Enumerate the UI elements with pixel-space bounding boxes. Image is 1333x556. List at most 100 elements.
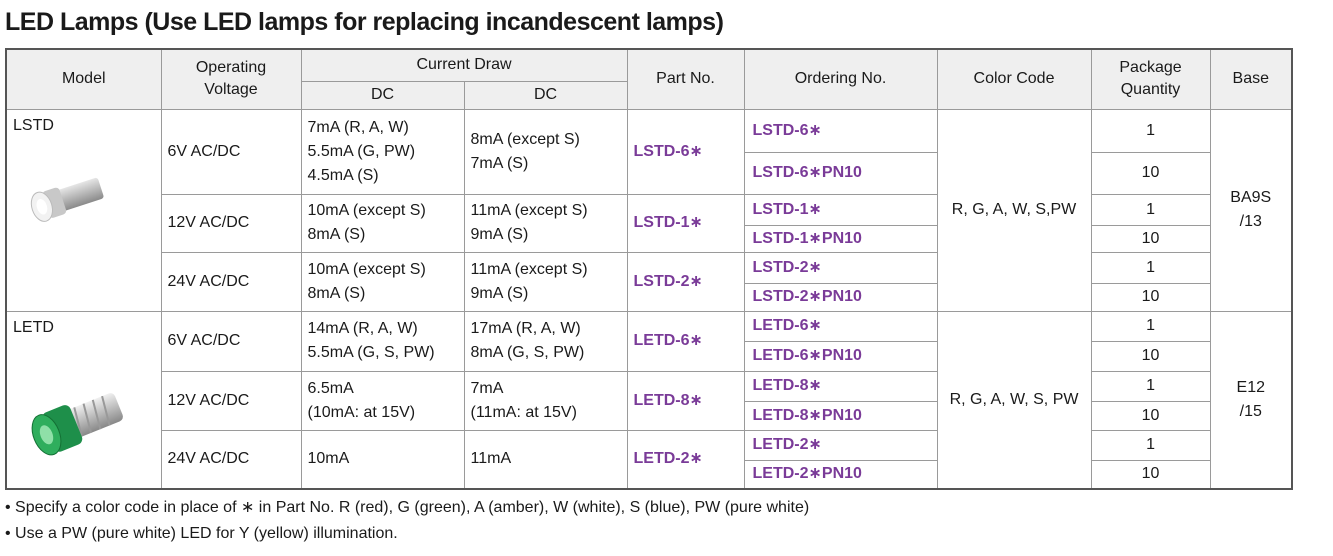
cell-line: 9mA (S) — [470, 226, 529, 243]
ordering-cell: LSTD-1∗ — [743, 193, 938, 226]
header-line: Quantity — [1120, 81, 1181, 99]
cell-line: 6.5mA — [307, 379, 354, 397]
voltage-cell: 6V AC/DC — [160, 108, 302, 195]
current-cell: 7mA (11mA: at 15V) — [463, 370, 628, 431]
ordering-cell: LSTD-2∗ — [743, 251, 938, 284]
cell-line: (10mA: at 15V) — [307, 403, 416, 421]
voltage-cell: 24V AC/DC — [160, 251, 302, 312]
cell-line: 5.5mA (G, S, PW) — [307, 344, 435, 361]
lamp-image — [31, 392, 123, 455]
base-cell: E12/15 — [1209, 310, 1293, 490]
cell-line: BA9S — [1230, 189, 1272, 206]
table-row: LETD-2∗PN10 10 — [6, 459, 1292, 490]
cell-line: 14mA (R, A, W) — [307, 320, 418, 337]
ordering-cell: LSTD-6∗PN10 — [743, 151, 938, 195]
part-cell: LSTD-6∗ — [626, 108, 745, 195]
quantity-cell: 10 — [1090, 340, 1211, 372]
color-code-cell: R, G, A, W, S, PW — [936, 310, 1092, 490]
quantity-cell: 1 — [1090, 251, 1211, 284]
cell-line: 9mA (S) — [470, 284, 529, 302]
table-body: LSTD 6V AC/DC 7mA (R, A, W) 5.5mA (G, PW) 4.… — [5, 108, 1293, 490]
current-cell: 11mA — [463, 429, 628, 490]
quantity-cell: 10 — [1090, 151, 1211, 195]
cell-line: /15 — [1239, 402, 1262, 420]
header-line: Voltage — [204, 81, 258, 99]
base-cell: BA9S/13 — [1209, 108, 1293, 312]
quantity-cell: 1 — [1090, 193, 1211, 226]
model-cell: LETD — [5, 310, 162, 490]
title: LED Lamps (Use LED lamps for replacing i… — [5, 8, 724, 36]
header-cell: Color Code — [936, 48, 1092, 110]
part-cell: LSTD-2∗ — [626, 251, 745, 312]
current-cell: 10mA (except S) 8mA (S) — [300, 193, 465, 253]
cell-line: 10mA — [307, 450, 350, 468]
header-cell: Package Quantity — [1090, 48, 1211, 110]
cell-line: 11mA (except S) — [470, 202, 588, 219]
cell-line: 17mA (R, A, W) — [470, 320, 581, 337]
quantity-cell: 10 — [1090, 282, 1211, 312]
cell-line: /13 — [1239, 213, 1262, 230]
current-cell: 14mA (R, A, W) 5.5mA (G, S, PW) — [300, 310, 465, 372]
ordering-cell: LETD-6∗PN10 — [743, 340, 938, 372]
cell-line: (11mA: at 15V) — [470, 403, 577, 421]
table-row: 12V AC/DC 6.5mA (10mA: at 15V) 7mA (11mA: at… — [6, 370, 1292, 431]
cell-line: E12 — [1236, 378, 1265, 396]
header-cell: Operating Voltage — [160, 48, 302, 110]
lamp-image — [30, 177, 104, 222]
table-header: Model Operating Voltage Current Draw Part… — [5, 48, 1293, 110]
current-cell: 6.5mA (10mA: at 15V) — [300, 370, 465, 431]
quantity-cell: 1 — [1090, 429, 1211, 461]
table-row: LSTD-1∗PN10 10 — [6, 224, 1292, 253]
cell-line: 8mA (S) — [307, 284, 366, 302]
current-cell: 7mA (R, A, W) 5.5mA (G, PW) 4.5mA (S) — [300, 108, 465, 195]
cell-line: 11mA (except S) — [470, 260, 588, 278]
ordering-cell: LETD-2∗ — [743, 429, 938, 461]
quantity-cell: 1 — [1090, 310, 1211, 342]
current-cell: 11mA (except S) 9mA (S) — [463, 193, 628, 253]
notes: • Specify a color code in place of ∗ in … — [5, 495, 809, 547]
cell-line: 7mA (R, A, W) — [307, 118, 409, 136]
quantity-cell: 10 — [1090, 459, 1211, 490]
table-row: LSTD-6∗PN10 10 — [6, 151, 1292, 195]
quantity-cell: 10 — [1090, 224, 1211, 253]
voltage-cell: 12V AC/DC — [160, 370, 302, 431]
ordering-cell: LSTD-6∗ — [743, 108, 938, 153]
header-cell: DC — [463, 80, 628, 110]
table-row: LETD-8∗PN10 10 — [6, 400, 1292, 431]
part-cell: LSTD-1∗ — [626, 193, 745, 253]
current-cell: 8mA (except S) 7mA (S) — [463, 108, 628, 195]
header-cell: Part No. — [626, 48, 745, 110]
header-line: Operating — [195, 59, 267, 77]
table-row: 24V AC/DC 10mA 11mA LETD-2∗ LETD-2∗ 1 — [6, 429, 1292, 490]
cell-line: 8mA (G, S, PW) — [470, 344, 585, 361]
current-cell: 17mA (R, A, W) 8mA (G, S, PW) — [463, 310, 628, 372]
cell-line: 4.5mA (S) — [307, 166, 379, 184]
model-name: LSTD — [13, 116, 54, 134]
part-cell: LETD-8∗ — [626, 370, 745, 431]
voltage-cell: 6V AC/DC — [160, 310, 302, 372]
header-cell: DC — [300, 80, 465, 110]
table-row: LSTD 6V AC/DC 7mA (R, A, W) 5.5mA (G, PW) 4.… — [5, 108, 1293, 312]
note: • Specify a color code in place of ∗ in … — [5, 499, 810, 516]
quantity-cell: 1 — [1090, 370, 1211, 402]
part-cell: LETD-2∗ — [626, 429, 745, 490]
cell-line: 7mA (S) — [470, 154, 529, 172]
lamp-table: Model Operating Voltage Current Draw Part… — [5, 48, 1294, 490]
current-cell: 10mA — [300, 429, 465, 490]
cell-line: 7mA — [470, 379, 504, 397]
table-row: LETD-6∗PN10 10 — [6, 340, 1292, 372]
voltage-cell: 24V AC/DC — [160, 429, 302, 490]
cell-line: 10mA (except S) — [307, 260, 426, 278]
part-cell: LETD-6∗ — [626, 310, 745, 372]
header-cell: Ordering No. — [743, 48, 938, 110]
voltage-cell: 12V AC/DC — [160, 193, 302, 253]
ordering-cell: LSTD-2∗PN10 — [743, 282, 938, 312]
table-row: LETD 6V AC/DC 14mA (R, A, W) 5.5mA (G, S, P… — [5, 310, 1293, 490]
cell-line: 8mA (except S) — [470, 130, 580, 148]
header-line: Package — [1119, 59, 1182, 77]
header-cell: Model — [5, 48, 162, 110]
cell-line: 8mA (S) — [307, 226, 366, 243]
cell-line: 11mA — [470, 450, 512, 468]
cell-line: 5.5mA (G, PW) — [307, 142, 416, 160]
